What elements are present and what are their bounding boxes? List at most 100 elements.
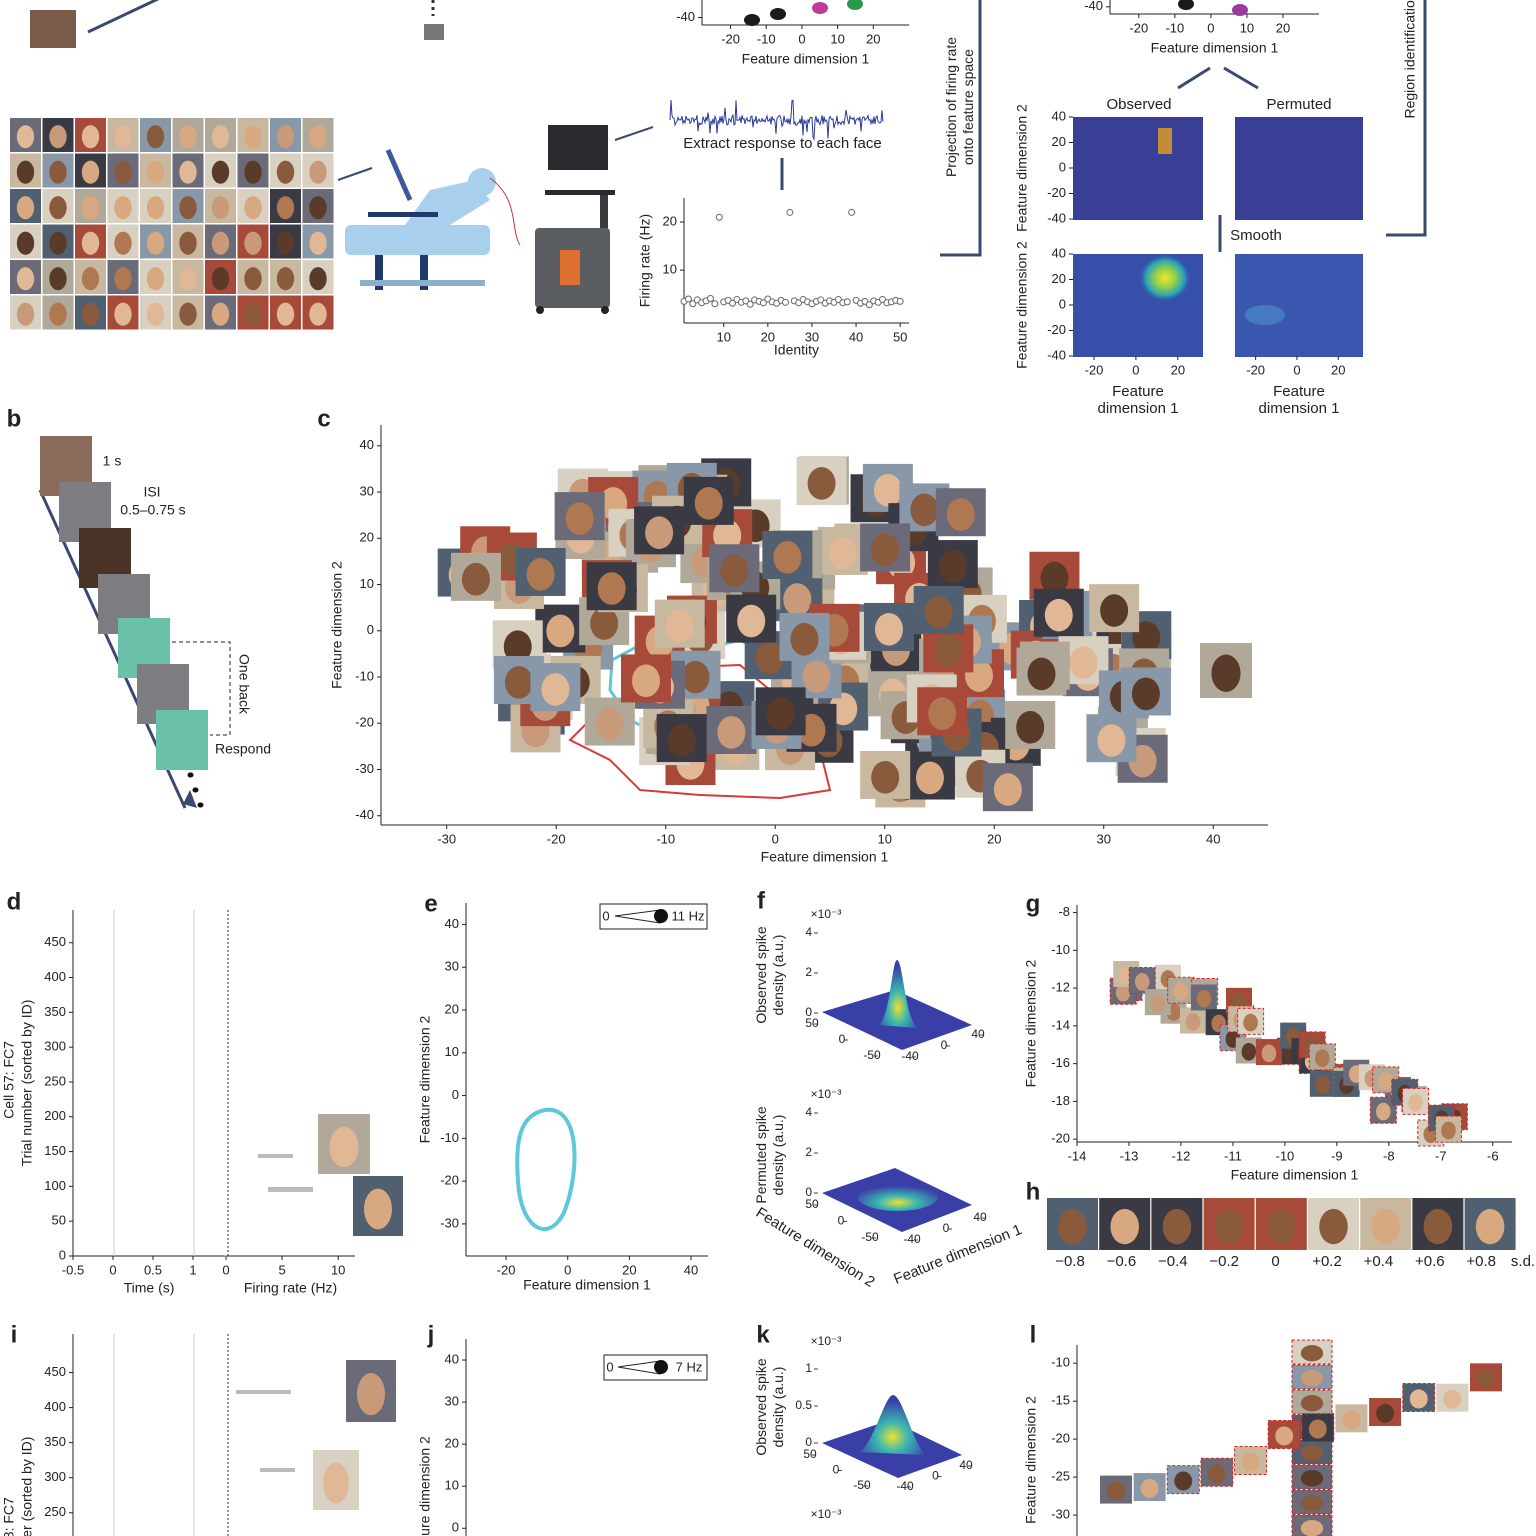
x-tick-label: -10 [757, 31, 776, 46]
face [1185, 1012, 1201, 1031]
y-axis-label: Feature dimension 2 [417, 1436, 433, 1536]
face [503, 630, 532, 664]
face [1300, 1370, 1324, 1387]
face [1044, 598, 1073, 632]
y-tick-label: -20 [1051, 1131, 1070, 1146]
x-tick-label: -6 [1487, 1148, 1499, 1163]
y-tick-label: 200 [44, 1108, 66, 1123]
face [1371, 1208, 1400, 1245]
x-tick-label: 0 [1132, 362, 1139, 377]
y-tick-label: 250 [44, 1073, 66, 1088]
y-axis-label: Feature dimension 2 [1023, 1396, 1039, 1524]
face [146, 160, 165, 184]
x-tick-label: -20 [1085, 362, 1104, 377]
y-tick-label: -20 [1051, 1431, 1070, 1446]
y-tick-label: 450 [44, 1364, 66, 1379]
x-tick-label: 50 [893, 329, 907, 344]
tick-label: 40 [971, 1027, 985, 1041]
y-tick-label: 150 [44, 1143, 66, 1158]
face [276, 125, 295, 149]
box-plot [236, 1390, 291, 1394]
cluster [812, 2, 828, 14]
y-tick-label: 0 [1059, 159, 1066, 174]
x-tick-label: 0 [1207, 20, 1214, 35]
face [49, 196, 67, 220]
face [1423, 1208, 1453, 1245]
panel-label: e [424, 890, 437, 917]
panel-label: c [317, 405, 330, 432]
z-axis-label: Observed spike density (a.u.) [753, 1358, 786, 1456]
face [934, 634, 963, 668]
y-tick-label: -20 [1047, 185, 1066, 200]
arrow [1177, 66, 1211, 90]
face [1040, 561, 1069, 595]
face [276, 160, 295, 184]
x-tick-label: 10 [830, 31, 844, 46]
face [309, 160, 327, 184]
face [1097, 724, 1126, 757]
face [1408, 1093, 1423, 1112]
face [1475, 1208, 1505, 1245]
x-tick-label: -30 [437, 831, 456, 846]
panel-label: h [1026, 1178, 1041, 1205]
face [504, 666, 533, 699]
y-tick-label: -40 [1047, 347, 1066, 362]
data-point [786, 208, 794, 216]
face [1058, 1208, 1087, 1245]
face [1214, 1208, 1244, 1245]
face [16, 196, 35, 220]
x-tick-label: 40 [684, 1262, 698, 1277]
face [1443, 1389, 1462, 1409]
y-tick-label: 20 [663, 213, 677, 228]
face [1267, 1208, 1296, 1245]
y-tick-label: -40 [355, 807, 374, 822]
face [1241, 1452, 1260, 1472]
face [713, 519, 742, 552]
face [915, 761, 944, 795]
face [871, 533, 900, 567]
smoothed-hotspot [1139, 254, 1191, 302]
face [665, 609, 694, 643]
face [590, 607, 619, 640]
face [16, 160, 35, 184]
y-tick-label: -30 [440, 1215, 459, 1230]
face [1477, 1369, 1495, 1389]
tick-label: 0 [805, 1435, 812, 1449]
face [993, 773, 1022, 806]
recording-system [535, 125, 615, 314]
cluster [1178, 0, 1194, 10]
y-tick-label: 40 [445, 1351, 459, 1366]
arrow [1223, 66, 1259, 90]
box-plot [260, 1468, 295, 1472]
scale-label: ×10⁻³ [811, 1334, 842, 1348]
panel-label: b [7, 405, 22, 432]
face [1173, 982, 1188, 1001]
tick-label: 0 [805, 1005, 812, 1019]
face [276, 302, 295, 326]
data-point [706, 294, 714, 302]
arrowhead [183, 790, 197, 808]
unit-block [424, 24, 444, 40]
x-tick-label: -20 [1246, 362, 1265, 377]
x-tick-label: 20 [987, 831, 1001, 846]
arrow [87, 0, 160, 34]
data-point [896, 297, 904, 305]
x-axis-label: Identity [774, 342, 819, 358]
y-tick-label: 40 [1052, 108, 1066, 123]
face [1300, 1470, 1324, 1487]
tick-label: 0 [943, 1221, 950, 1235]
face [81, 302, 100, 326]
data-point [684, 295, 692, 303]
face [1162, 1208, 1192, 1245]
panel-label: g [1026, 890, 1041, 917]
y-tick-label: 0 [452, 1087, 459, 1102]
data-point [759, 299, 767, 307]
tick-label: 4 [805, 1105, 812, 1119]
x-tick-label: -0.5 [62, 1262, 84, 1277]
face [1275, 1426, 1294, 1446]
x-tick-label: 0 [109, 1262, 116, 1277]
x-tick-label: -10 [1275, 1148, 1294, 1163]
y-tick-label: -15 [1051, 1393, 1070, 1408]
face [1131, 677, 1160, 711]
